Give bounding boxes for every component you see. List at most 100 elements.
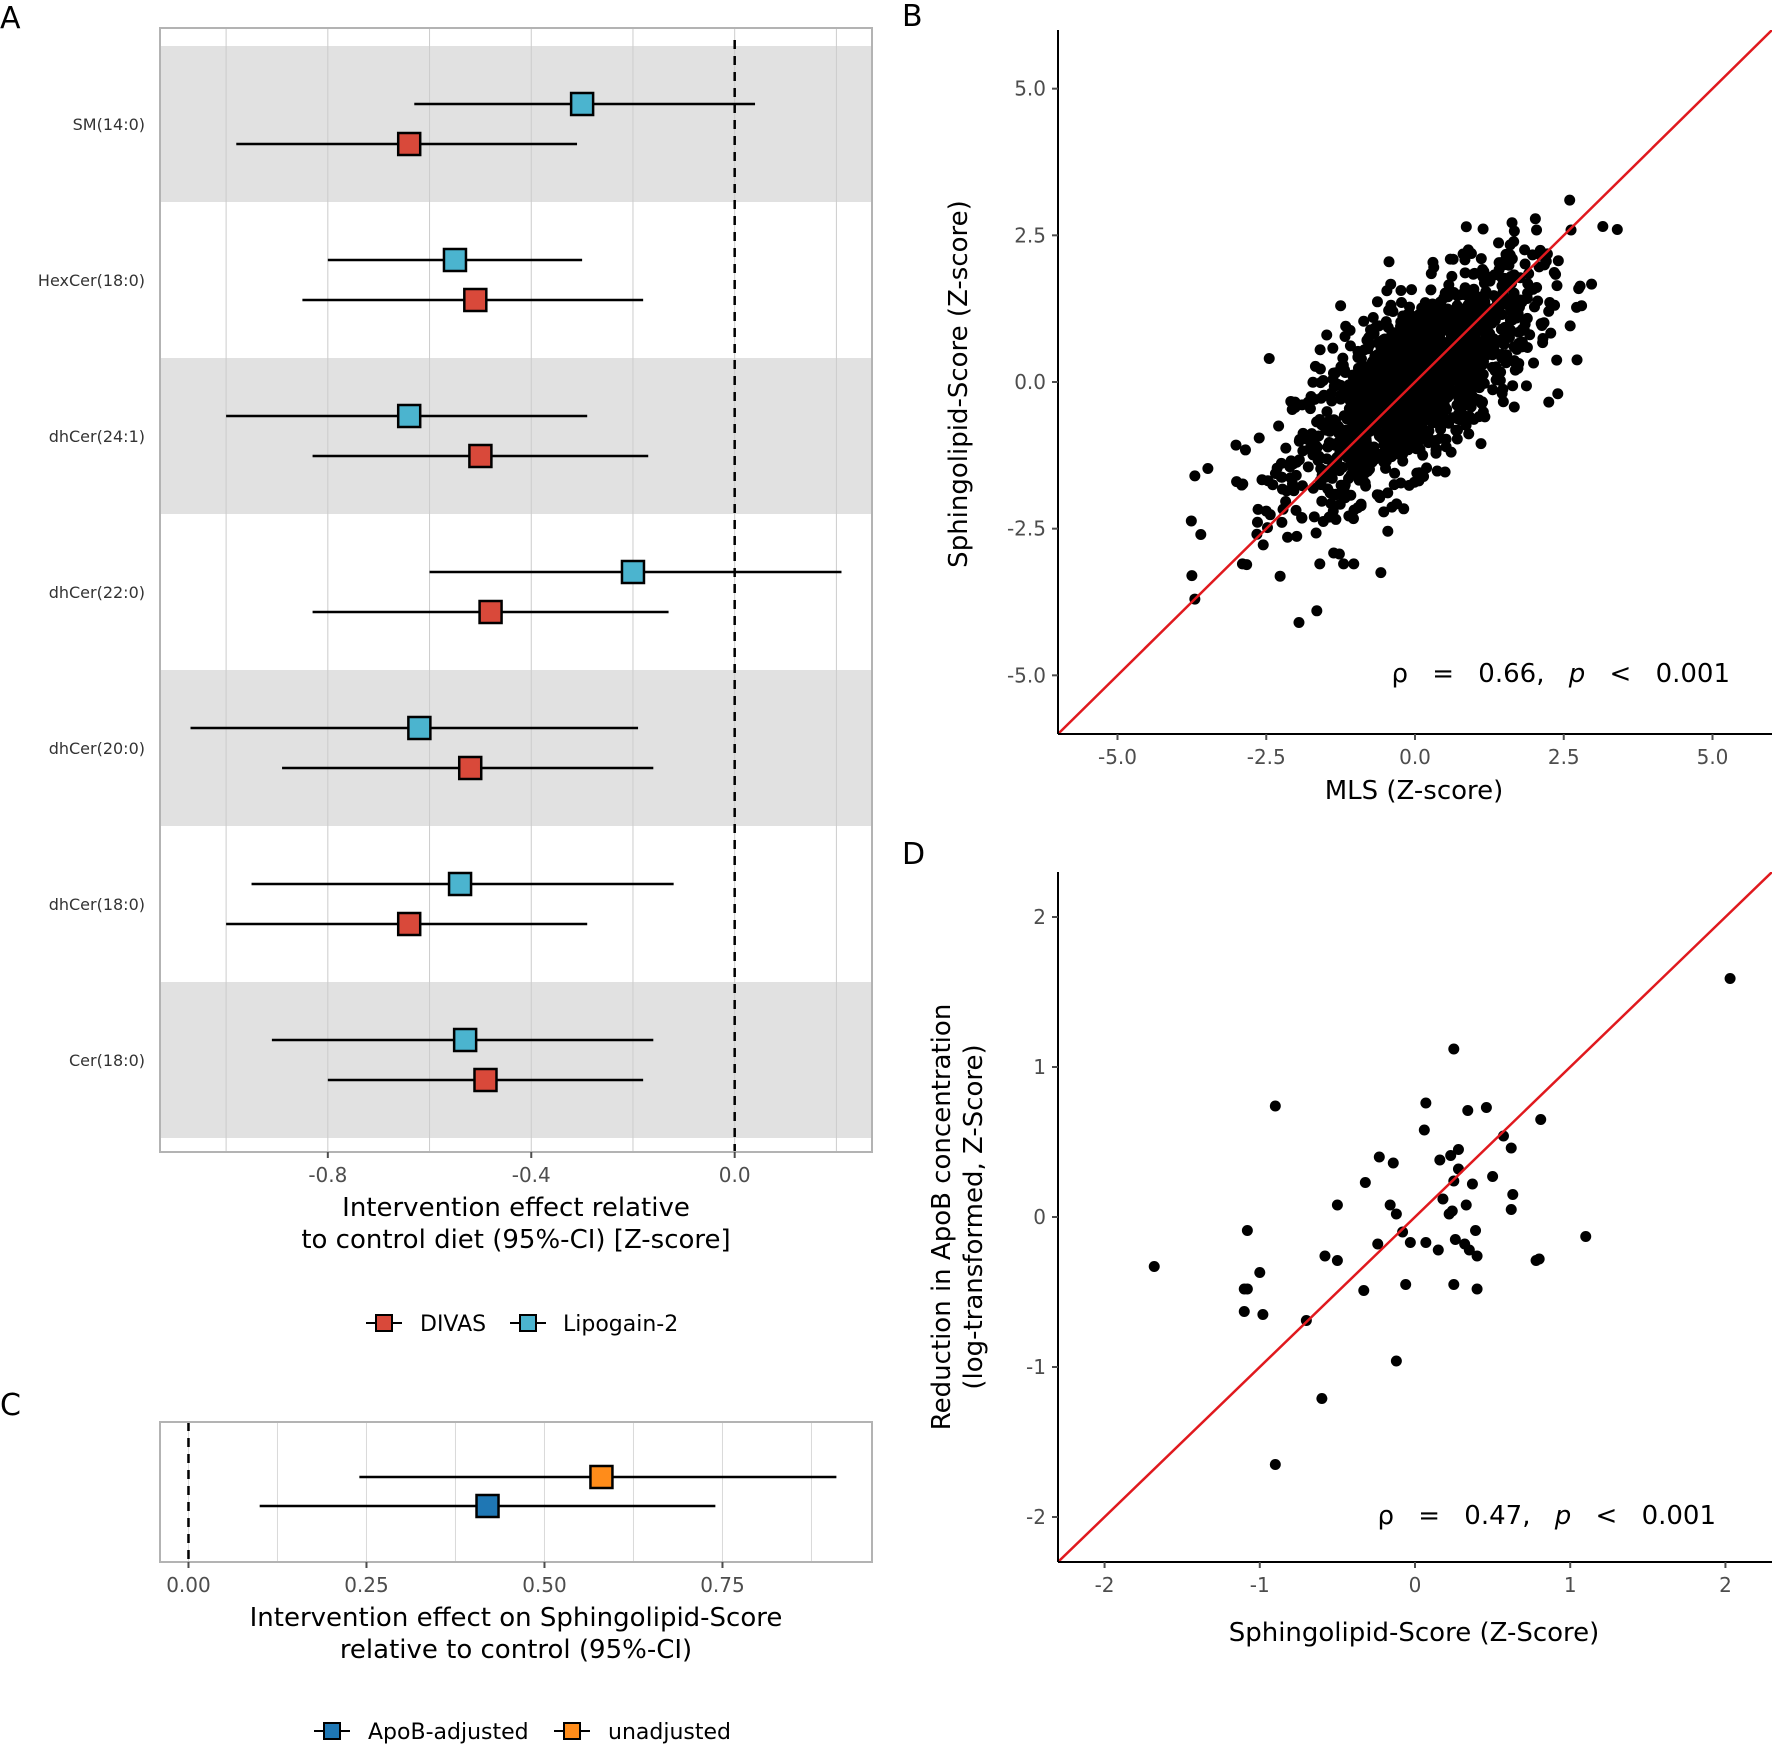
data-point xyxy=(1334,498,1346,510)
data-point xyxy=(1263,353,1275,365)
data-point xyxy=(1454,355,1466,367)
data-point xyxy=(1441,303,1453,315)
data-point xyxy=(1430,444,1442,456)
data-point xyxy=(1424,369,1436,381)
panel-b-rho-symbol: ρ xyxy=(1391,659,1408,689)
data-point xyxy=(1313,430,1325,442)
x-tick-label: 0.25 xyxy=(344,1573,389,1597)
data-point xyxy=(1442,291,1454,303)
data-point xyxy=(1289,401,1301,413)
data-point xyxy=(1375,567,1387,579)
data-point xyxy=(1471,1250,1483,1262)
data-point xyxy=(1397,1226,1409,1238)
data-point xyxy=(1285,472,1297,484)
data-point xyxy=(1340,320,1352,332)
data-point xyxy=(1493,263,1505,275)
data-point xyxy=(1348,558,1360,570)
data-point xyxy=(1528,357,1540,369)
data-point xyxy=(1497,396,1509,408)
panel-d-rho-symbol: ρ xyxy=(1377,1501,1394,1531)
data-point xyxy=(1447,253,1459,265)
panel-d-identity-line xyxy=(1058,872,1772,1562)
data-point xyxy=(1373,1151,1385,1163)
data-point xyxy=(1417,433,1429,445)
panel-b: B -5.0 -2.5 0.0 2.5 5.0 5.0 2.5 0.0 -2.5 -5.0 ML… xyxy=(902,0,1772,806)
data-point xyxy=(1274,570,1286,582)
data-point xyxy=(1451,433,1463,445)
panel-b-p-value: 0.001 xyxy=(1656,659,1730,689)
data-point xyxy=(1390,1355,1402,1367)
data-point xyxy=(1470,352,1482,364)
data-point xyxy=(1435,423,1447,435)
data-point xyxy=(1356,392,1368,404)
data-point xyxy=(1395,327,1407,339)
data-point xyxy=(1314,344,1326,356)
panel-d-y-ticks: 2 1 0 -1 -2 xyxy=(1026,905,1058,1529)
panel-d-xlabel: Sphingolipid-Score (Z-Score) xyxy=(1229,1618,1600,1648)
data-point xyxy=(1251,528,1263,540)
data-point xyxy=(1241,1225,1253,1236)
data-point xyxy=(1463,1244,1475,1256)
data-point xyxy=(1314,363,1326,375)
data-point xyxy=(1257,539,1269,551)
panel-a-xlabel-line2: to control diet (95%-CI) [Z-score] xyxy=(301,1225,730,1255)
panel-d: D -2 -1 0 1 2 2 1 0 -1 -2 Sphingolipid-Score (Z-… xyxy=(902,837,1772,1648)
panel-a-frame xyxy=(159,27,873,1153)
data-point xyxy=(1349,420,1361,432)
y-tick-label: -2 xyxy=(1026,1505,1046,1529)
data-point xyxy=(1586,278,1598,290)
data-point xyxy=(1477,313,1489,325)
data-point xyxy=(1374,355,1385,367)
panel-b-annotation: ρ = 0.66, p < 0.001 xyxy=(1391,659,1730,689)
panel-a: A SM(14:0) HexCer(18:0) dhCer(24:1) dhCer(2… xyxy=(0,1,873,1337)
data-point xyxy=(1437,1193,1449,1205)
data-point xyxy=(1467,390,1479,402)
data-point xyxy=(1502,250,1514,262)
data-point xyxy=(1477,223,1489,235)
data-point xyxy=(1404,1237,1416,1248)
data-point xyxy=(1253,432,1265,444)
data-point xyxy=(1505,1204,1517,1215)
category-label: dhCer(20:0) xyxy=(49,739,145,758)
data-point xyxy=(1573,283,1585,295)
x-tick-label: 0.0 xyxy=(719,1163,751,1187)
data-point xyxy=(1471,1283,1483,1295)
data-point xyxy=(1395,284,1407,296)
data-point xyxy=(1513,301,1525,313)
estimate-marker xyxy=(468,443,493,469)
data-point xyxy=(1420,324,1432,336)
data-point xyxy=(1371,489,1383,501)
data-point xyxy=(1508,341,1520,353)
data-point xyxy=(1535,1114,1547,1125)
data-point xyxy=(1367,311,1379,323)
data-point xyxy=(1452,1144,1464,1155)
data-point xyxy=(1508,287,1520,299)
data-point xyxy=(1431,341,1443,353)
data-point xyxy=(1475,438,1487,450)
panel-c-marks xyxy=(187,1422,837,1562)
y-tick-label: -1 xyxy=(1026,1355,1046,1379)
data-point xyxy=(1358,1285,1370,1296)
y-tick-label: 1 xyxy=(1033,1055,1046,1079)
panel-d-x-ticks: -2 -1 0 1 2 xyxy=(1095,1562,1732,1597)
data-point xyxy=(1419,388,1431,400)
data-point xyxy=(1275,457,1287,469)
data-point xyxy=(1269,468,1281,480)
data-point xyxy=(1251,516,1263,528)
data-point xyxy=(1370,453,1382,465)
data-point xyxy=(1565,224,1577,236)
panel-b-label: B xyxy=(902,0,923,34)
data-point xyxy=(1349,447,1361,459)
data-point xyxy=(1527,249,1539,261)
data-point xyxy=(1269,1459,1281,1470)
data-point xyxy=(1307,376,1319,388)
data-point xyxy=(1383,256,1395,268)
data-point xyxy=(1335,379,1347,391)
legend-apob-key xyxy=(323,1722,341,1740)
data-point xyxy=(1449,1234,1461,1245)
row-band xyxy=(160,46,872,202)
panel-a-marks xyxy=(190,40,842,1152)
estimate-marker xyxy=(463,287,488,313)
data-point xyxy=(1407,369,1419,381)
data-point xyxy=(1443,279,1455,291)
